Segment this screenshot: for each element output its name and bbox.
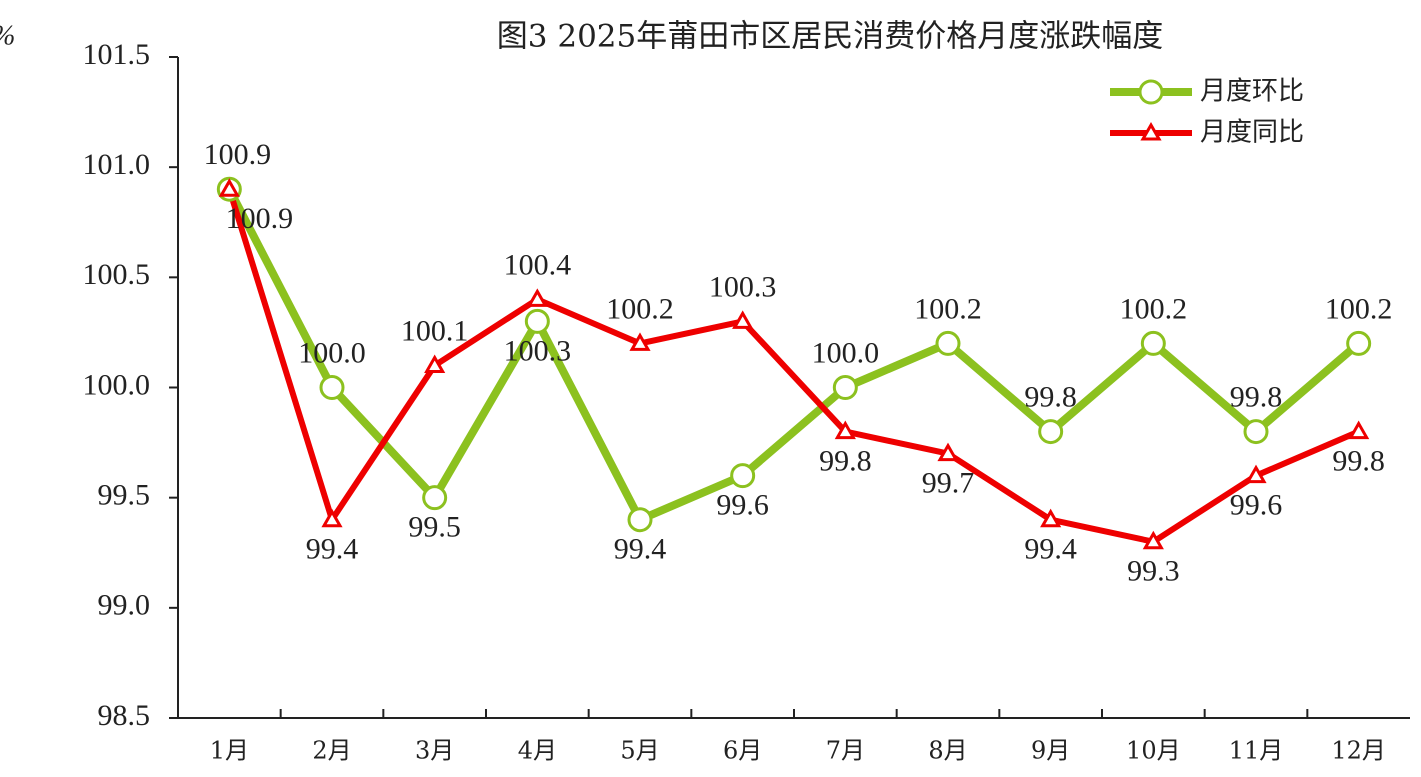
data-label: 99.4 (1024, 533, 1077, 566)
data-label: 99.5 (408, 511, 461, 544)
data-label: 100.2 (606, 292, 674, 325)
data-label: 99.8 (819, 444, 872, 477)
x-tick-label: 2月 (312, 737, 351, 765)
x-tick-label: 3月 (415, 737, 454, 765)
data-label: 100.2 (1120, 292, 1188, 325)
x-tick-label: 11月 (1229, 737, 1284, 765)
marker (732, 310, 754, 329)
y-axis-label: % (0, 20, 15, 51)
marker (629, 332, 651, 351)
x-tick-label: 10月 (1126, 737, 1181, 765)
data-label: 99.7 (922, 466, 975, 499)
data-label: 99.6 (716, 489, 769, 522)
y-tick-label: 98.5 (98, 699, 151, 732)
marker (422, 485, 448, 511)
data-label: 100.9 (204, 138, 272, 171)
marker (1243, 419, 1269, 445)
data-label: 100.9 (226, 202, 294, 235)
marker (1346, 330, 1372, 356)
x-tick-label: 1月 (210, 737, 249, 765)
marker (524, 308, 550, 334)
data-label: 99.3 (1127, 555, 1180, 588)
legend-label: 月度环比 (1200, 77, 1304, 107)
x-tick-label: 6月 (723, 737, 762, 765)
data-label: 99.4 (306, 533, 359, 566)
legend-marker (1138, 79, 1164, 105)
data-label: 100.0 (298, 336, 366, 369)
data-label: 99.6 (1230, 489, 1283, 522)
marker (321, 508, 343, 528)
marker (935, 330, 961, 356)
data-label: 99.8 (1230, 380, 1283, 413)
marker (1142, 530, 1164, 550)
y-tick-label: 100.0 (83, 368, 151, 401)
marker (319, 375, 345, 400)
data-label: 100.0 (812, 336, 880, 369)
data-label: 100.4 (504, 248, 572, 281)
legend-marker (1140, 121, 1162, 141)
marker (1040, 508, 1062, 528)
series-line (226, 188, 1360, 545)
marker (218, 178, 240, 197)
data-label: 100.3 (504, 334, 572, 367)
marker (937, 442, 959, 462)
marker (526, 288, 548, 307)
y-tick-label: 99.5 (98, 479, 151, 512)
x-tick-label: 8月 (928, 737, 967, 765)
y-tick-label: 101.0 (83, 148, 151, 181)
marker (1140, 330, 1166, 356)
legend-label: 月度同比 (1200, 118, 1304, 148)
data-label: 99.8 (1024, 380, 1077, 413)
x-tick-label: 9月 (1031, 737, 1070, 765)
marker (730, 463, 756, 489)
data-label: 100.3 (709, 270, 777, 303)
data-label: 99.4 (614, 533, 667, 566)
data-label: 99.8 (1332, 444, 1385, 477)
series-line (225, 187, 1362, 524)
data-label: 100.1 (401, 314, 469, 347)
x-tick-label: 12月 (1331, 737, 1386, 765)
data-label: 100.2 (1325, 292, 1393, 325)
marker (1245, 464, 1267, 484)
y-tick-label: 100.5 (83, 258, 151, 291)
marker (1348, 420, 1370, 440)
data-label: 100.2 (914, 292, 982, 325)
chart-title: 图3 2025年莆田市区居民消费价格月度涨跌幅度 (497, 19, 1163, 55)
x-tick-label: 7月 (826, 737, 865, 765)
marker (832, 375, 858, 400)
marker (834, 420, 856, 440)
y-tick-label: 99.0 (98, 589, 151, 622)
marker (424, 354, 446, 373)
marker (1038, 419, 1064, 445)
marker (627, 507, 653, 533)
x-tick-label: 5月 (620, 737, 659, 765)
x-tick-label: 4月 (518, 737, 557, 765)
y-tick-label: 101.5 (83, 38, 151, 71)
